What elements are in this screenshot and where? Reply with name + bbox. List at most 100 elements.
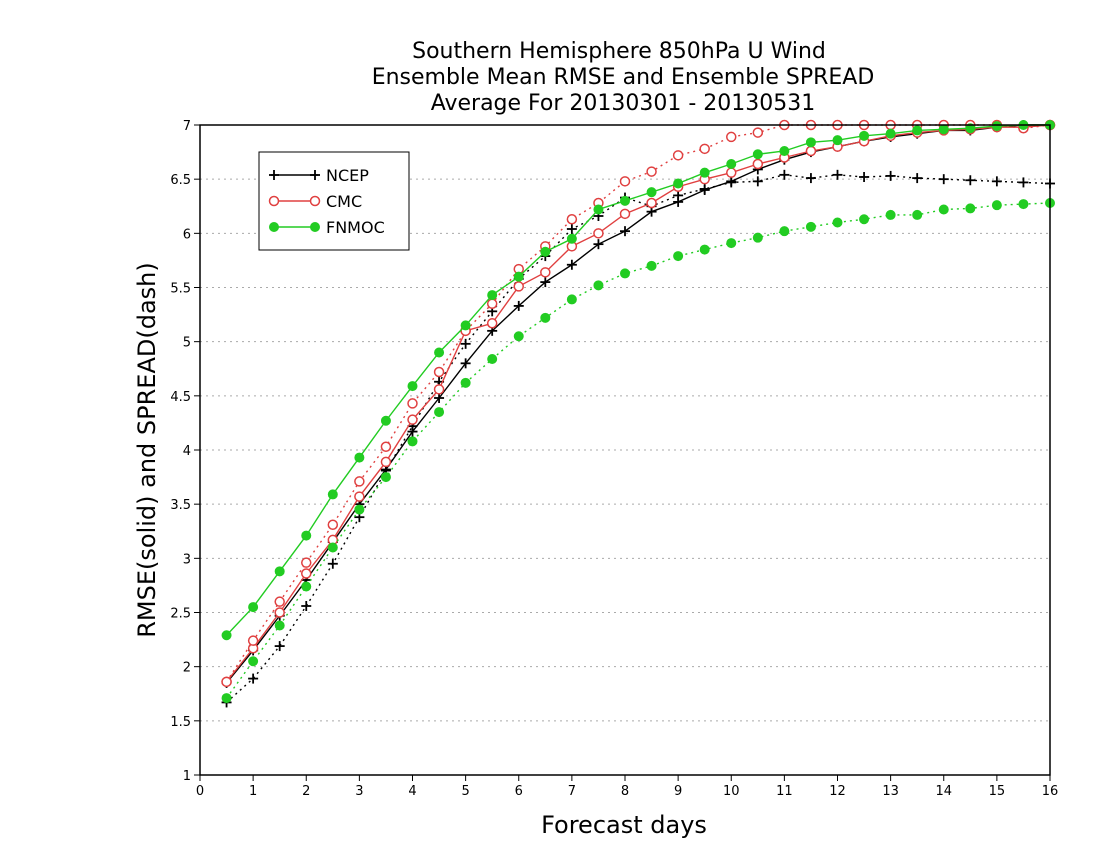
x-tick-label: 1 bbox=[249, 784, 257, 799]
fnmoc-spread-filled-circle-marker bbox=[566, 294, 577, 305]
fnmoc-spread-filled-circle-marker bbox=[434, 407, 445, 418]
ncep-rmse-plus-marker bbox=[460, 358, 471, 369]
cmc-rmse-open-circle-marker bbox=[407, 414, 418, 425]
ncep-rmse-plus-marker bbox=[540, 277, 551, 288]
cmc-rmse-open-circle-marker bbox=[274, 607, 285, 618]
y-tick-label: 5 bbox=[183, 336, 191, 351]
cmc-rmse-open-circle-marker bbox=[805, 145, 817, 157]
cmc-rmse-open-circle-marker bbox=[433, 384, 445, 395]
fnmoc-spread-filled-circle-marker bbox=[779, 226, 790, 237]
fnmoc-spread-filled-circle-marker bbox=[885, 209, 896, 220]
fnmoc-rmse-filled-circle-marker bbox=[354, 452, 365, 463]
ncep-spread-plus-marker bbox=[912, 173, 923, 184]
cmc-spread-open-circle-marker bbox=[247, 635, 259, 646]
cmc-spread-open-circle-marker bbox=[619, 176, 631, 187]
fnmoc-spread-filled-circle-marker bbox=[752, 232, 763, 243]
x-tick-label: 11 bbox=[776, 784, 793, 799]
fnmoc-spread-filled-circle-marker bbox=[673, 251, 684, 262]
fnmoc-spread-filled-circle-marker bbox=[380, 472, 391, 483]
fnmoc-rmse-filled-circle-marker bbox=[593, 204, 604, 215]
ncep-spread-plus-marker bbox=[566, 224, 577, 234]
fnmoc-spread-filled-circle-marker bbox=[859, 214, 870, 225]
fnmoc-rmse-filled-circle-marker bbox=[885, 128, 896, 139]
y-tick-label: 6 bbox=[183, 227, 191, 242]
x-tick-label: 7 bbox=[568, 784, 576, 799]
fnmoc-rmse-filled-circle-marker bbox=[566, 233, 577, 244]
cmc-rmse-open-circle-marker bbox=[540, 267, 551, 278]
fnmoc-rmse-filled-circle-marker bbox=[274, 566, 285, 577]
fnmoc-rmse-filled-circle-marker bbox=[859, 130, 870, 141]
x-axis-ticks: 0 1 2 3 4 5 6 7 8 9 10 11 12 13 14 15 16 bbox=[196, 775, 1058, 799]
x-tick-label: 13 bbox=[882, 784, 899, 799]
ncep-spread-plus-marker bbox=[991, 176, 1002, 187]
cmc-spread-open-circle-marker bbox=[486, 298, 498, 309]
fnmoc-rmse-filled-circle-marker bbox=[460, 320, 471, 331]
fnmoc-rmse-filled-circle-marker bbox=[434, 347, 445, 358]
cmc-spread-open-circle-marker bbox=[221, 676, 232, 688]
cmc-rmse-open-circle-marker bbox=[726, 167, 737, 178]
fnmoc-spread-filled-circle-marker bbox=[938, 204, 949, 215]
fnmoc-rmse-filled-circle-marker bbox=[620, 195, 630, 206]
x-tick-label: 3 bbox=[355, 784, 363, 799]
x-axis-title: Forecast days bbox=[541, 811, 707, 839]
y-axis-ticks: 1 1.5 2 2.5 3 3.5 4 4.5 5 5.5 6 6.5 7 bbox=[170, 119, 200, 784]
legend: NCEP CMC FNMOC bbox=[258, 151, 410, 251]
fnmoc-spread-filled-circle-marker bbox=[1018, 199, 1029, 210]
title-line-3: Average For 20130301 - 20130531 bbox=[431, 91, 816, 116]
cmc-rmse-open-circle-marker bbox=[486, 318, 498, 329]
ncep-spread-plus-marker bbox=[460, 338, 471, 349]
x-tick-label: 9 bbox=[674, 784, 682, 799]
ncep-spread-plus-marker bbox=[699, 183, 710, 194]
fnmoc-spread-filled-circle-marker bbox=[965, 203, 976, 214]
y-tick-label: 7 bbox=[183, 119, 191, 134]
ncep-spread-plus-marker bbox=[779, 169, 790, 180]
cmc-spread-open-circle-marker bbox=[433, 366, 445, 378]
ncep-spread-plus-marker bbox=[859, 172, 870, 182]
ncep-spread-plus-marker bbox=[274, 641, 285, 652]
x-tick-label: 16 bbox=[1042, 784, 1059, 799]
fnmoc-rmse-filled-circle-marker bbox=[991, 121, 1002, 132]
fnmoc-spread-filled-circle-marker bbox=[274, 620, 285, 631]
legend-ncep-plus-marker bbox=[310, 170, 320, 180]
ncep-rmse-plus-marker bbox=[593, 239, 604, 250]
ncep-spread-plus-marker bbox=[805, 173, 816, 184]
ncep-spread-plus-marker bbox=[301, 601, 312, 611]
ncep-spread-plus-marker bbox=[938, 174, 949, 185]
cmc-rmse-open-circle-marker bbox=[646, 197, 657, 209]
legend-ncep-plus-marker bbox=[269, 170, 279, 180]
fnmoc-rmse-filled-circle-marker bbox=[832, 135, 843, 146]
cmc-rmse-open-circle-marker bbox=[301, 568, 312, 579]
fnmoc-spread-filled-circle-marker bbox=[540, 312, 551, 323]
cmc-rmse-open-circle-marker bbox=[354, 491, 365, 502]
legend-cmc-open-circle-marker bbox=[268, 195, 280, 207]
fnmoc-spread-filled-circle-marker bbox=[460, 377, 471, 388]
fnmoc-spread-filled-circle-marker bbox=[805, 221, 816, 232]
fnmoc-spread-filled-circle-marker bbox=[327, 542, 338, 553]
fnmoc-rmse-filled-circle-marker bbox=[726, 159, 737, 169]
fnmoc-rmse-filled-circle-marker bbox=[912, 125, 923, 136]
fnmoc-rmse-filled-circle-marker bbox=[221, 630, 232, 641]
fnmoc-rmse-filled-circle-marker bbox=[540, 246, 551, 257]
ncep-rmse-plus-marker bbox=[566, 259, 577, 270]
cmc-spread-open-circle-marker bbox=[752, 127, 764, 138]
fnmoc-spread-filled-circle-marker bbox=[991, 200, 1002, 211]
y-tick-label: 2 bbox=[183, 661, 191, 676]
x-tick-label: 6 bbox=[515, 784, 523, 799]
x-tick-label: 4 bbox=[408, 784, 416, 799]
y-axis-title: RMSE(solid) and SPREAD(dash) bbox=[133, 262, 161, 638]
fnmoc-rmse-filled-circle-marker bbox=[513, 271, 524, 282]
fnmoc-rmse-filled-circle-marker bbox=[301, 530, 312, 541]
fnmoc-spread-filled-circle-marker bbox=[248, 656, 259, 667]
fnmoc-spread-series bbox=[221, 198, 1055, 704]
cmc-spread-open-circle-marker bbox=[274, 596, 285, 607]
cmc-spread-open-circle-marker bbox=[380, 441, 392, 452]
ncep-rmse-plus-marker bbox=[434, 393, 445, 403]
cmc-rmse-open-circle-marker bbox=[593, 228, 604, 239]
cmc-spread-open-circle-marker bbox=[354, 476, 365, 487]
fnmoc-rmse-filled-circle-marker bbox=[805, 137, 816, 148]
ncep-spread-plus-marker bbox=[673, 190, 684, 201]
legend-fnmoc-label: FNMOC bbox=[326, 218, 385, 237]
fnmoc-spread-filled-circle-marker bbox=[726, 238, 737, 249]
